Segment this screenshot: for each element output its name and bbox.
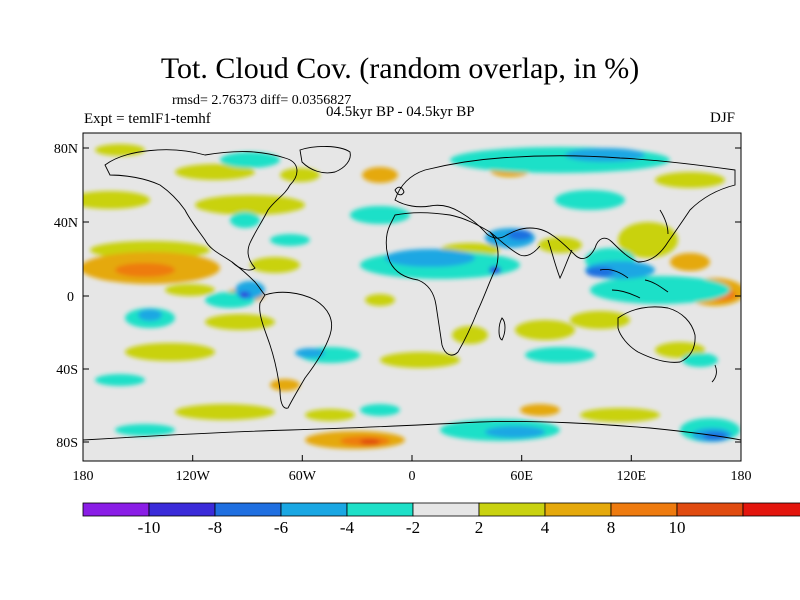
lon-tick-label: 120W (176, 469, 211, 484)
colorbar-swatch (742, 502, 800, 517)
lon-tick-labels: 180 120W 60W 0 60E 120E 180 (73, 469, 752, 484)
map-plot-area (83, 133, 741, 461)
colorbar-label: 2 (475, 518, 484, 537)
colorbar-swatch (346, 502, 414, 517)
colorbar-swatch (478, 502, 546, 517)
colorbar-swatch (610, 502, 678, 517)
colorbar-swatch (544, 502, 612, 517)
colorbar-label: -2 (406, 518, 420, 537)
lon-tick-label: 0 (409, 469, 416, 484)
map-title: Tot. Cloud Cov. (random overlap, in %) (160, 52, 640, 85)
lat-tick-label: 80N (54, 142, 78, 157)
lat-tick-label: 40N (54, 216, 78, 231)
colorbar-label: -8 (208, 518, 222, 537)
lon-tick-label: 180 (731, 469, 752, 484)
lat-tick-labels: 80N 40N 0 40S 80S (54, 142, 78, 451)
colorbar-label: 4 (541, 518, 550, 537)
colorbar-label: 10 (669, 518, 686, 537)
lon-tick-label: 180 (73, 469, 94, 484)
colorbar-swatch (82, 502, 150, 517)
colorbar-label: -6 (274, 518, 288, 537)
axis-ticks (82, 147, 742, 461)
season-label: DJF (710, 110, 736, 126)
rmsd-diff-stats: rmsd= 2.76373 diff= 0.0356827 (172, 93, 352, 108)
colorbar-labels: -10 -8 -6 -4 -2 2 4 8 10 (138, 518, 686, 537)
colorbar-label: 8 (607, 518, 616, 537)
lon-tick-label: 60E (510, 469, 533, 484)
lat-tick-label: 0 (67, 290, 74, 305)
lon-tick-label: 60W (289, 469, 317, 484)
lon-tick-label: 120E (617, 469, 647, 484)
colorbar-label: -4 (340, 518, 355, 537)
colorbar-swatch (412, 502, 480, 517)
period-label: 04.5kyr BP - 04.5kyr BP (326, 104, 475, 120)
colorbar-swatch (148, 502, 216, 517)
experiment-label: Expt = temlF1-temhf (84, 111, 211, 127)
coastlines (83, 146, 741, 441)
anomaly-field (83, 144, 741, 449)
colorbar (82, 502, 800, 517)
colorbar-swatch (676, 502, 744, 517)
colorbar-swatch (214, 502, 282, 517)
lat-tick-label: 80S (56, 436, 78, 451)
lat-tick-label: 40S (56, 363, 78, 378)
colorbar-swatch (280, 502, 348, 517)
colorbar-label: -10 (138, 518, 161, 537)
